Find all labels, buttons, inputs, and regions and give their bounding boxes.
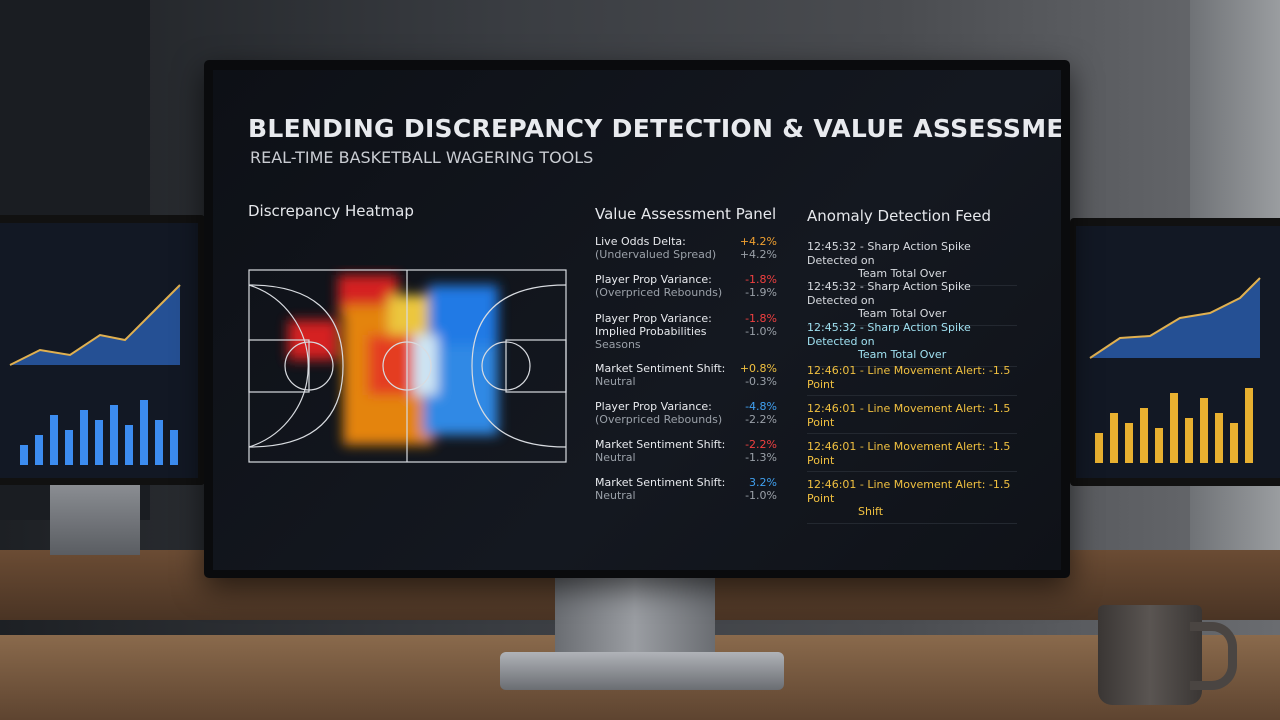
row-label: Player Prop Variance: (595, 400, 712, 413)
feed-text: Team Total Over (858, 267, 947, 280)
side-monitor-screen (0, 223, 198, 478)
row-subvalue: -1.0% (745, 489, 777, 502)
feed-text: 12:46:01 - Line Movement Alert: -1.5 Poi… (807, 402, 1011, 429)
feed-item: 12:46:01 - Line Movement Alert: -1.5 Poi… (807, 362, 1017, 396)
value-row: Market Sentiment Shift: +0.8% Neutral -0.3% (595, 362, 777, 388)
monitor-base (500, 652, 784, 690)
row-value: 3.2% (749, 476, 777, 489)
row-line: Implied Probabilities -1.0% (595, 325, 777, 338)
row-label: Player Prop Variance: (595, 312, 712, 325)
row-line: Player Prop Variance: -1.8% (595, 312, 777, 325)
row-sublabel: (Undervalued Spread) (595, 248, 717, 261)
side-monitor (1070, 218, 1280, 486)
row-label: Player Prop Variance: (595, 273, 712, 286)
row-subvalue: -2.2% (745, 413, 777, 426)
value-row: Market Sentiment Shift: -2.2% Neutral -1.3% (595, 438, 777, 464)
value-row: Player Prop Variance: -1.8% Implied Probab… (595, 312, 777, 351)
heatmap (248, 269, 567, 463)
feed-text: 12:45:32 - Sharp Action Spike Detected o… (807, 280, 971, 307)
feed-text: 12:46:01 - Line Movement Alert: -1.5 Poi… (807, 440, 1011, 467)
row-subvalue: -1.9% (745, 286, 777, 299)
row-line: Market Sentiment Shift: -2.2% (595, 438, 777, 451)
row-label: Market Sentiment Shift: (595, 362, 726, 375)
side-monitor (0, 215, 205, 485)
mug-handle (1190, 622, 1237, 690)
monitor-stand (555, 575, 715, 660)
value-row: Player Prop Variance: -4.8% (Overpriced Re… (595, 400, 777, 426)
feed-text: 12:45:32 - Sharp Action Spike Detected o… (807, 240, 971, 267)
row-line: Player Prop Variance: -4.8% (595, 400, 777, 413)
row-line: Neutral -1.0% (595, 489, 777, 502)
mug (1098, 605, 1202, 705)
row-line: Market Sentiment Shift: +0.8% (595, 362, 777, 375)
row-subvalue: +4.2% (739, 248, 777, 261)
title: BLENDING DISCREPANCY DETECTION & VALUE A… (248, 114, 1061, 143)
feed-item: 12:45:32 - Sharp Action Spike Detected o… (807, 238, 1017, 286)
row-line: Player Prop Variance: -1.8% (595, 273, 777, 286)
row-subvalue: -0.3% (745, 375, 777, 388)
row-sublabel: (Overpriced Rebounds) (595, 413, 723, 426)
subtitle: REAL-TIME BASKETBALL WAGERING TOOLS (250, 148, 594, 167)
row-value: -1.8% (745, 312, 777, 325)
feed-text: Team Total Over (858, 348, 947, 361)
row-sublabel: Implied Probabilities (595, 325, 707, 338)
row-line: (Overpriced Rebounds) -1.9% (595, 286, 777, 299)
row-label: Live Odds Delta: (595, 235, 686, 248)
feed-item: 12:46:01 - Line Movement Alert: -1.5 Poi… (807, 438, 1017, 472)
row-subvalue: -1.0% (745, 325, 777, 338)
side-monitor-screen (1076, 226, 1280, 478)
row-line: Neutral -0.3% (595, 375, 777, 388)
row-line: Market Sentiment Shift: 3.2% (595, 476, 777, 489)
row-value: +4.2% (739, 235, 777, 248)
row-subvalue: -1.3% (745, 451, 777, 464)
row-sublabel: Neutral (595, 451, 636, 464)
row-value: +0.8% (739, 362, 777, 375)
row-line: (Undervalued Spread) +4.2% (595, 248, 777, 261)
feed-item: 12:45:32 - Sharp Action Spike Detected o… (807, 278, 1017, 326)
row-extra: Seasons (595, 338, 641, 351)
value-row: Market Sentiment Shift: 3.2% Neutral -1.0% (595, 476, 777, 502)
side-stand (50, 485, 140, 555)
feed-text: Shift (858, 505, 884, 518)
row-sublabel: (Overpriced Rebounds) (595, 286, 723, 299)
feed-text: Team Total Over (858, 307, 947, 320)
feed-text: 12:46:01 - Line Movement Alert: -1.5 Poi… (807, 364, 1011, 391)
row-value: -2.2% (745, 438, 777, 451)
row-line: Live Odds Delta: +4.2% (595, 235, 777, 248)
row-value: -1.8% (745, 273, 777, 286)
feed-item: 12:45:32 - Sharp Action Spike Detected o… (807, 319, 1017, 367)
row-line: (Overpriced Rebounds) -2.2% (595, 413, 777, 426)
row-sublabel: Neutral (595, 375, 636, 388)
feed-item: 12:46:01 - Line Movement Alert: -1.5 Poi… (807, 476, 1017, 524)
row-sublabel: Neutral (595, 489, 636, 502)
feed-item: 12:46:01 - Line Movement Alert: -1.5 Poi… (807, 400, 1017, 434)
feed-text: 12:46:01 - Line Movement Alert: -1.5 Poi… (807, 478, 1011, 505)
value-row: Player Prop Variance: -1.8% (Overpriced Re… (595, 273, 777, 299)
heatmap-title: Discrepancy Heatmap (248, 202, 414, 220)
value-row: Live Odds Delta: +4.2% (Undervalued Spread… (595, 235, 777, 261)
feed-text: 12:45:32 - Sharp Action Spike Detected o… (807, 321, 971, 348)
screen: BLENDING DISCREPANCY DETECTION & VALUE A… (213, 70, 1061, 570)
panel-title: Value Assessment Panel (595, 205, 777, 223)
row-value: -4.8% (745, 400, 777, 413)
panel-title: Anomaly Detection Feed (807, 207, 991, 225)
row-label: Market Sentiment Shift: (595, 438, 726, 451)
row-label: Market Sentiment Shift: (595, 476, 726, 489)
row-line: Neutral -1.3% (595, 451, 777, 464)
